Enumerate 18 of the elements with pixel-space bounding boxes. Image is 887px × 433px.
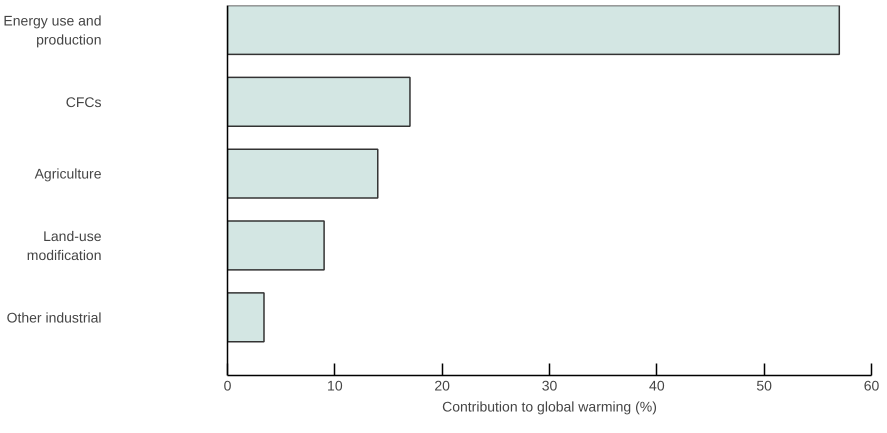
x-tick-label: 10 [327,378,343,394]
bar [228,148,379,199]
y-tick-label: Agriculture [34,166,102,182]
y-tick-label: CFCs [66,94,102,110]
bar [228,292,265,342]
x-axis-title: Contribution to global warming (%) [442,398,657,414]
y-tick-label: Energy use and production [3,12,102,48]
bar [228,6,840,56]
x-tick-label: 50 [756,378,772,394]
y-tick-label: Land-use modification [26,228,102,264]
bar [228,76,411,127]
x-tick-label: 0 [224,378,232,394]
bar [228,220,325,271]
x-tick-label: 40 [649,378,665,394]
x-tick-label: 60 [864,378,880,394]
x-tick-label: 30 [542,378,558,394]
x-tick-label: 20 [434,378,450,394]
y-tick-label: Other industrial [6,309,102,326]
